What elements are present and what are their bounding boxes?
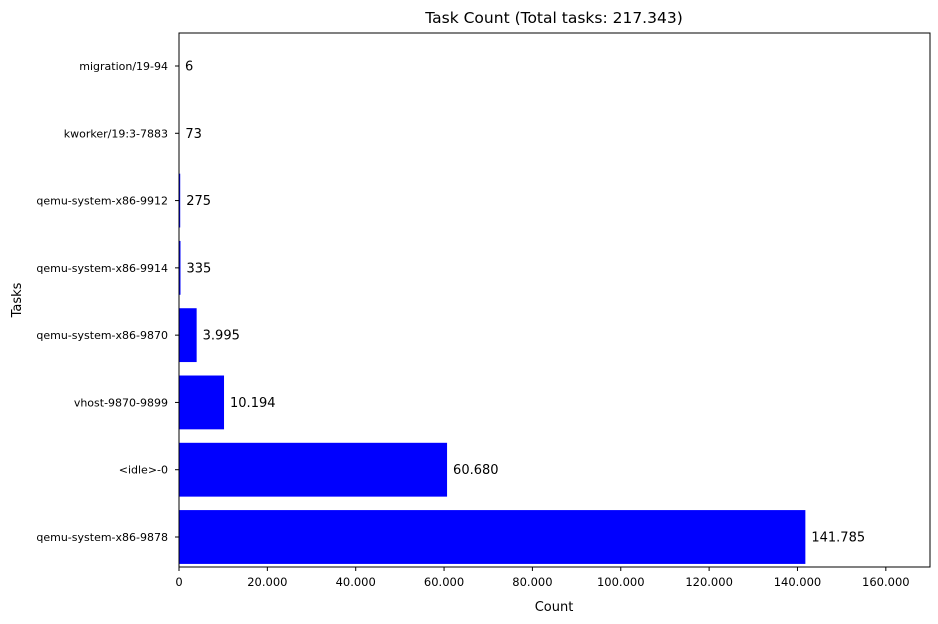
data-label: 10.194 [230,396,276,411]
bar [179,442,448,497]
x-tick-label: 160.000 [862,575,910,589]
y-tick-label: <idle>-0 [119,464,168,477]
x-tick-label: 120.000 [685,575,733,589]
y-tick-label: qemu-system-x86-9870 [36,329,168,342]
y-tick-label: migration/19-94 [79,60,168,73]
data-label: 141.785 [811,531,865,546]
x-tick-label: 140.000 [774,575,822,589]
bar [179,173,181,228]
data-label: 3.995 [203,329,240,344]
y-tick-label: qemu-system-x86-9914 [36,262,168,275]
value-labels-group: 6 73 275 335 3.995 10.194 60.680 141.785 [185,60,865,546]
data-label: 275 [186,194,211,209]
plot-frame [178,32,931,568]
chart-title: Task Count (Total tasks: 217.343) [424,9,683,27]
y-tick-label: vhost-9870-9899 [74,396,168,409]
x-tick-label: 100.000 [597,575,645,589]
y-axis: migration/19-94 kworker/19:3-7883 qemu-sys… [36,60,179,544]
x-tick-label: 0 [175,575,182,589]
x-tick-label: 40.000 [336,575,376,589]
y-axis-title: Tasks [10,282,25,318]
bar [179,375,225,430]
x-axis-title: Count [535,600,574,615]
x-axis: 0 20.000 40.000 60.000 80.000 100.000 120.000 1… [175,567,910,589]
data-label: 73 [185,127,202,142]
data-label: 335 [186,261,211,276]
data-label: 60.680 [453,463,499,478]
data-label: 6 [185,60,193,75]
bar [179,510,806,564]
bars-group [179,39,806,564]
bar [179,308,197,363]
x-tick-label: 60.000 [424,575,464,589]
y-tick-label: qemu-system-x86-9912 [36,195,168,208]
bar [179,240,181,295]
x-tick-label: 20.000 [247,575,287,589]
y-tick-label: kworker/19:3-7883 [64,127,168,140]
x-tick-label: 80.000 [512,575,552,589]
y-tick-label: qemu-system-x86-9878 [36,531,168,544]
